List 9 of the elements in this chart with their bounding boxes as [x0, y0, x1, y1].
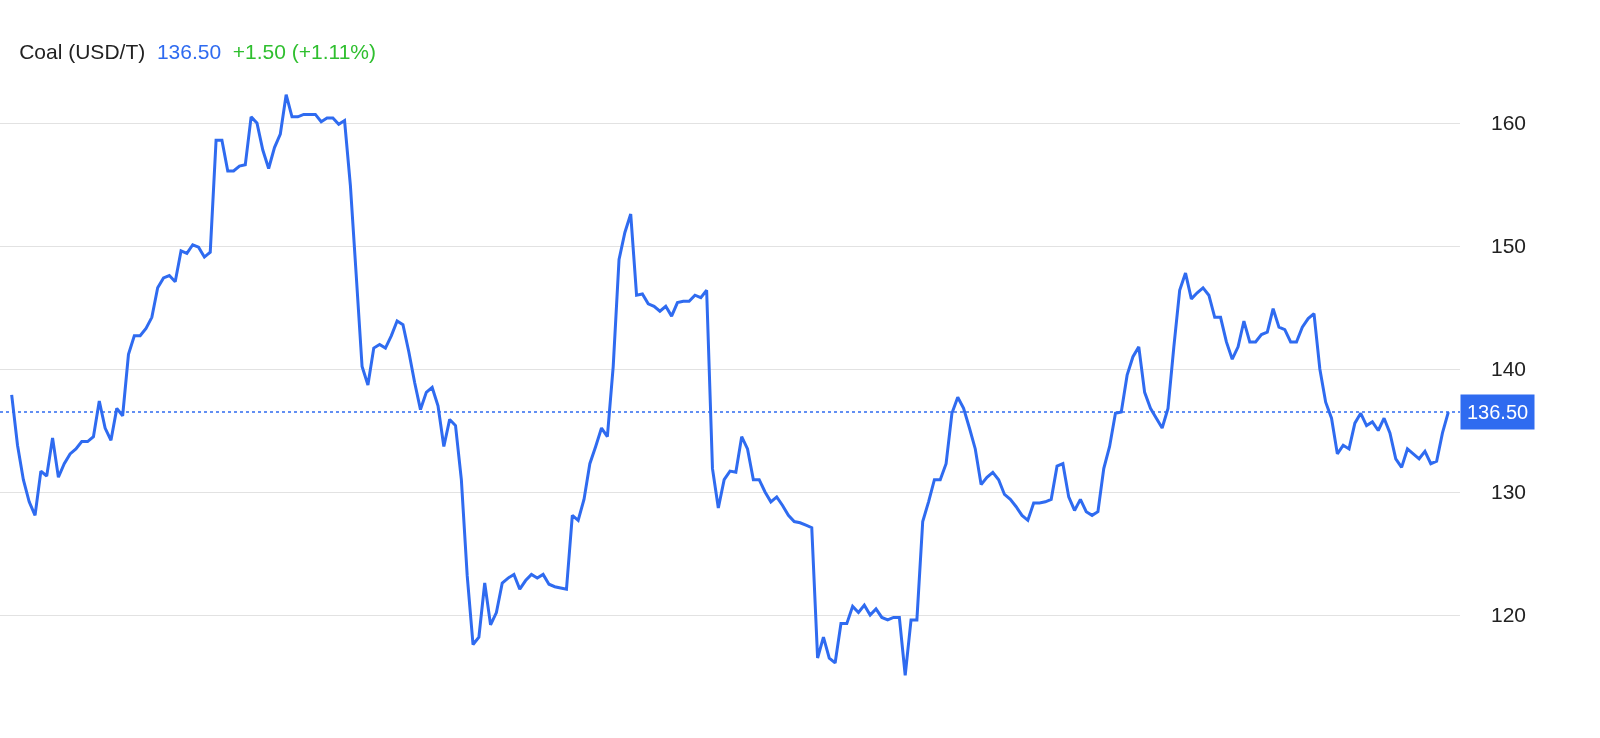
y-tick-label: 150 [1491, 234, 1527, 258]
y-tick-label: 120 [1491, 603, 1527, 627]
annotation: +1.50 (+1.11%) [232, 39, 377, 63]
annotation: 136.50 [156, 39, 222, 63]
y-tick-label: 160 [1491, 111, 1527, 135]
text: Coal (USD/T) [19, 39, 146, 63]
y-tick-label: 130 [1491, 480, 1527, 504]
y-tick-label: 140 [1491, 357, 1527, 381]
ref-line-label: 136.50 [1467, 401, 1529, 423]
